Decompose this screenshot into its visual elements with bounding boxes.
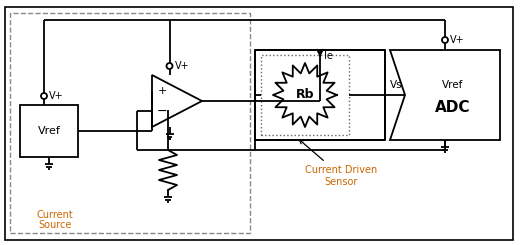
Polygon shape xyxy=(390,50,500,140)
Bar xyxy=(255,50,385,140)
Text: Vs: Vs xyxy=(390,80,402,90)
Text: Rb: Rb xyxy=(296,88,314,101)
Bar xyxy=(261,55,349,135)
Text: Vref: Vref xyxy=(443,80,464,90)
Text: +: + xyxy=(158,86,167,96)
Text: V+: V+ xyxy=(175,61,189,71)
Text: Ie: Ie xyxy=(324,51,333,61)
Text: V+: V+ xyxy=(450,35,465,45)
Text: Current: Current xyxy=(36,210,73,220)
Bar xyxy=(20,105,78,157)
Text: Current Driven
Sensor: Current Driven Sensor xyxy=(300,140,378,187)
Text: V+: V+ xyxy=(49,91,63,101)
Text: ADC: ADC xyxy=(435,99,471,114)
Text: −: − xyxy=(157,105,167,118)
Text: Source: Source xyxy=(38,220,72,230)
Polygon shape xyxy=(152,75,202,127)
Bar xyxy=(10,13,250,233)
Text: Vref: Vref xyxy=(37,126,60,136)
